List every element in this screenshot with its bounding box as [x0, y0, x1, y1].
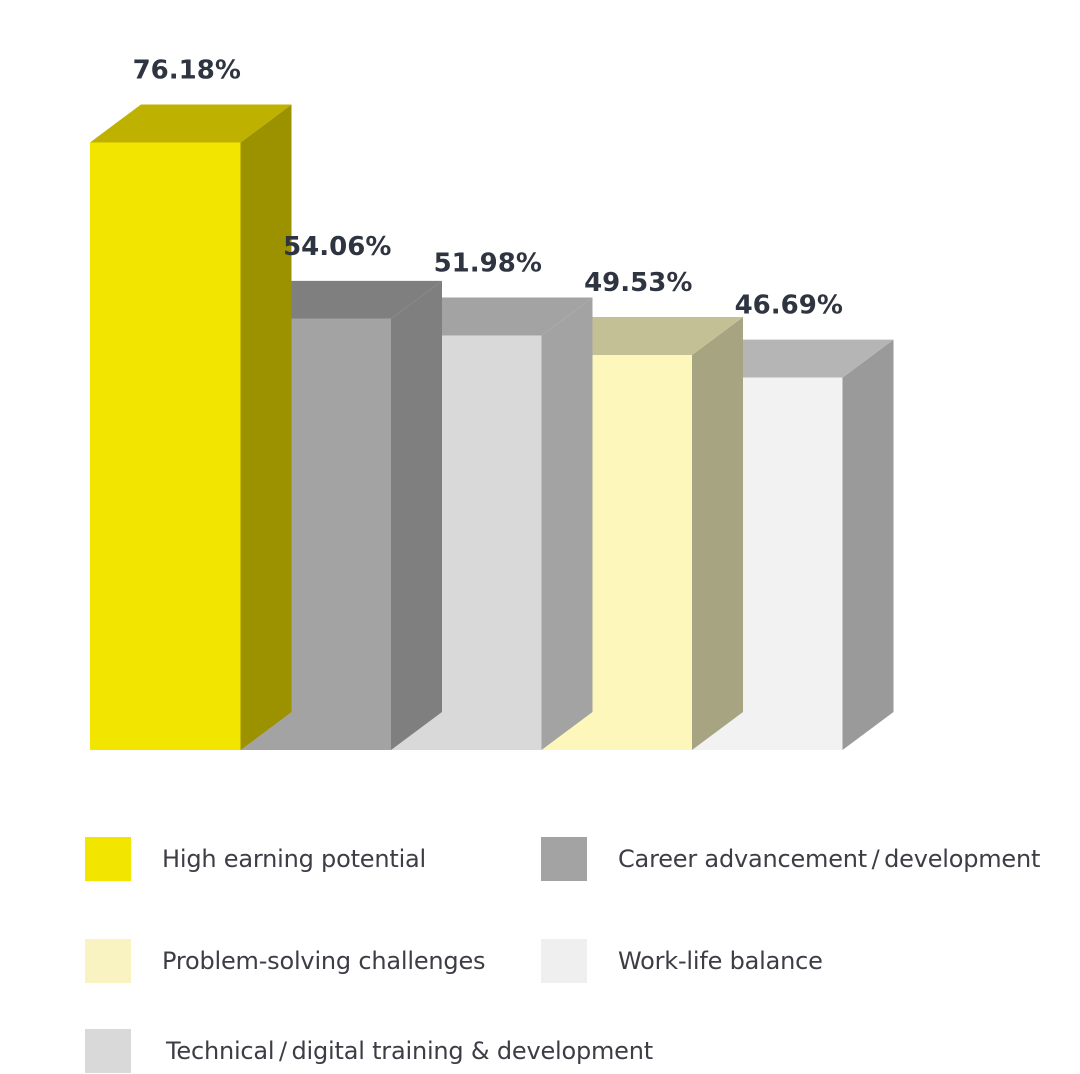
legend-swatch: [541, 837, 587, 881]
bar-side-face: [692, 316, 743, 750]
bar-side-face: [240, 104, 292, 751]
legend-label: High earning potential: [162, 845, 427, 873]
value-label-career-advancement: 54.06%: [283, 232, 391, 262]
bar-side-face: [541, 297, 593, 750]
bar-high-earning: [90, 104, 292, 751]
bar-front-face: [90, 142, 241, 751]
bar-top-face: [90, 104, 292, 143]
legend-label: Technical / digital training & developme…: [166, 1037, 653, 1065]
bar-chart: 46.69% 49.53% 51.98% 54.06% 76.18%: [90, 55, 894, 751]
legend-swatch: [85, 1029, 131, 1073]
legend-swatch: [85, 837, 131, 881]
legend-item-high-earning-potential: High earning potential: [85, 836, 426, 882]
legend-swatch: [85, 939, 131, 983]
legend-label: Career advancement / development: [618, 845, 1041, 873]
legend-label: Problem-solving challenges: [162, 947, 486, 975]
legend-item-problem-solving: Problem-solving challenges: [85, 938, 486, 984]
value-label-work-life: 46.69%: [735, 291, 843, 321]
bar-side-face: [391, 280, 442, 750]
legend-swatch: [541, 939, 587, 983]
legend-label: Work-life balance: [618, 947, 823, 975]
legend-item-technical-digital-training: Technical / digital training & developme…: [85, 1028, 653, 1074]
bar-side-face: [842, 339, 894, 750]
value-label-technical-digital: 51.98%: [434, 248, 542, 278]
legend-item-work-life-balance: Work-life balance: [541, 938, 823, 984]
legend-item-career-advancement: Career advancement / development: [541, 836, 1040, 882]
value-label-high-earning: 76.18%: [133, 55, 241, 85]
value-label-problem-solving: 49.53%: [584, 268, 692, 298]
